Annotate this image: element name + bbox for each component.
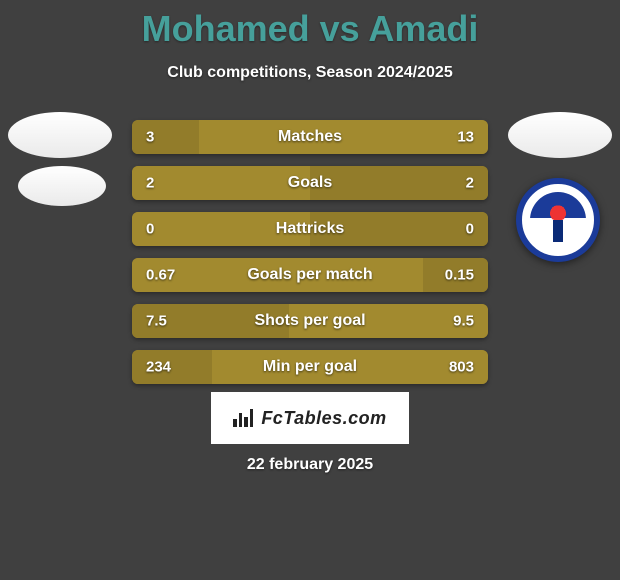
stat-value-left: 2 <box>146 175 154 192</box>
stat-label: Matches <box>278 128 342 146</box>
fctables-watermark: FcTables.com <box>211 392 409 444</box>
stat-bar: 7.5 Shots per goal 9.5 <box>132 304 488 338</box>
stat-value-left: 3 <box>146 129 154 146</box>
bars-icon <box>233 409 253 427</box>
bar-fill-right <box>199 120 488 154</box>
stat-value-right: 2 <box>466 175 474 192</box>
stat-bar: 234 Min per goal 803 <box>132 350 488 384</box>
stat-value-right: 13 <box>457 129 474 146</box>
stat-value-right: 0.15 <box>445 267 474 284</box>
player-right-country-icon <box>508 112 612 158</box>
club-badge-inner-icon <box>530 192 586 248</box>
player-left-club-icon <box>18 166 106 206</box>
stat-bar: 3 Matches 13 <box>132 120 488 154</box>
player-right-avatars <box>508 112 612 166</box>
stat-value-right: 9.5 <box>453 313 474 330</box>
subtitle: Club competitions, Season 2024/2025 <box>0 64 620 82</box>
stat-label: Shots per goal <box>254 312 365 330</box>
stat-label: Goals <box>288 174 332 192</box>
stat-label: Min per goal <box>263 358 357 376</box>
bar-fill-right <box>310 166 488 200</box>
bar-fill-left <box>132 120 199 154</box>
stat-bar: 0 Hattricks 0 <box>132 212 488 246</box>
comparison-bars: 3 Matches 13 2 Goals 2 0 Hattricks 0 0.67 Goals pe… <box>132 120 488 396</box>
stat-value-left: 0 <box>146 221 154 238</box>
snapshot-date: 22 february 2025 <box>247 456 373 474</box>
stat-value-left: 7.5 <box>146 313 167 330</box>
stat-bar: 0.67 Goals per match 0.15 <box>132 258 488 292</box>
stat-label: Hattricks <box>276 220 344 238</box>
stat-value-left: 234 <box>146 359 171 376</box>
stat-value-right: 803 <box>449 359 474 376</box>
stat-value-left: 0.67 <box>146 267 175 284</box>
watermark-text: FcTables.com <box>261 408 386 429</box>
player-right-club-badge-icon <box>516 178 600 262</box>
stat-label: Goals per match <box>247 266 372 284</box>
player-left-country-icon <box>8 112 112 158</box>
stat-value-right: 0 <box>466 221 474 238</box>
player-left-avatars <box>8 112 112 214</box>
bar-fill-left <box>132 350 212 384</box>
stat-bar: 2 Goals 2 <box>132 166 488 200</box>
bar-fill-left <box>132 166 310 200</box>
page-title: Mohamed vs Amadi <box>0 0 620 50</box>
